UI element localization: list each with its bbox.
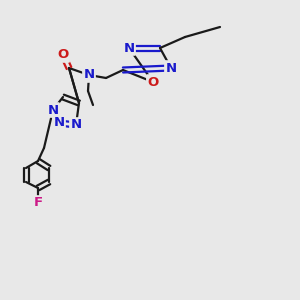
Text: O: O [147,76,159,88]
Text: N: N [123,41,135,55]
Text: F: F [33,196,43,209]
Text: N: N [165,61,177,74]
Text: N: N [53,116,64,130]
Text: N: N [70,118,82,131]
Text: N: N [83,68,94,82]
Text: O: O [57,49,69,62]
Text: N: N [47,103,58,116]
